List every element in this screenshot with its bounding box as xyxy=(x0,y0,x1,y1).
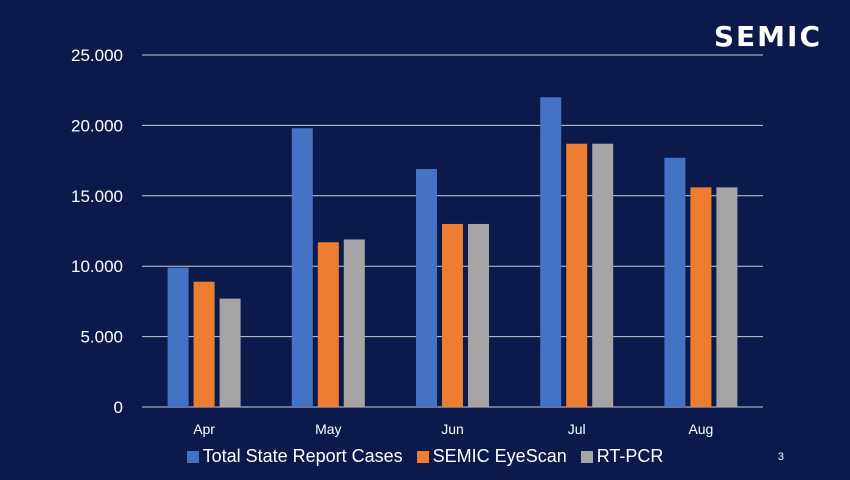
semic-logo: SEMIC xyxy=(713,20,822,53)
y-tick-label: 10.000 xyxy=(71,257,123,276)
bar xyxy=(592,143,614,408)
x-tick-label: Aug xyxy=(688,421,713,437)
y-tick-label: 0 xyxy=(114,398,123,417)
legend-label: RT-PCR xyxy=(596,446,664,466)
bar xyxy=(716,187,738,407)
legend-item-rt-pcr: RT-PCR xyxy=(580,446,664,467)
bar xyxy=(566,143,588,408)
bar xyxy=(442,223,463,407)
bar xyxy=(167,267,189,407)
legend-label: SEMIC EyeScan xyxy=(432,446,567,466)
bar xyxy=(690,187,712,407)
bar xyxy=(291,128,313,407)
bar xyxy=(416,169,437,407)
page-number: 3 xyxy=(777,451,784,463)
bar xyxy=(343,239,365,407)
legend-item-semic-eyescan: SEMIC EyeScan xyxy=(416,446,567,467)
chart-legend: Total State Report Cases SEMIC EyeScan R… xyxy=(0,446,850,467)
bar xyxy=(219,298,241,407)
y-tick-label: 20.000 xyxy=(71,116,123,135)
bar xyxy=(317,242,339,407)
x-tick-label: Jul xyxy=(568,421,586,437)
x-tick-label: Apr xyxy=(193,421,215,437)
y-tick-label: 25.000 xyxy=(71,46,123,65)
bar xyxy=(193,281,215,407)
bar xyxy=(664,157,686,407)
x-tick-label: Jun xyxy=(441,421,464,437)
x-tick-label: May xyxy=(315,421,341,437)
y-tick-label: 15.000 xyxy=(71,187,123,206)
bar-chart: 0 5.000 10.000 15.000 20.000 25.000 Apr May Jun J… xyxy=(71,46,763,437)
y-tick-label: 5.000 xyxy=(80,328,123,347)
legend-label: Total State Report Cases xyxy=(202,446,403,466)
bar xyxy=(540,97,562,408)
legend-swatch xyxy=(580,450,593,463)
legend-swatch xyxy=(186,450,199,463)
legend-item-total-state-report-cases: Total State Report Cases xyxy=(186,446,403,467)
bar xyxy=(468,223,489,407)
legend-swatch xyxy=(416,450,429,463)
